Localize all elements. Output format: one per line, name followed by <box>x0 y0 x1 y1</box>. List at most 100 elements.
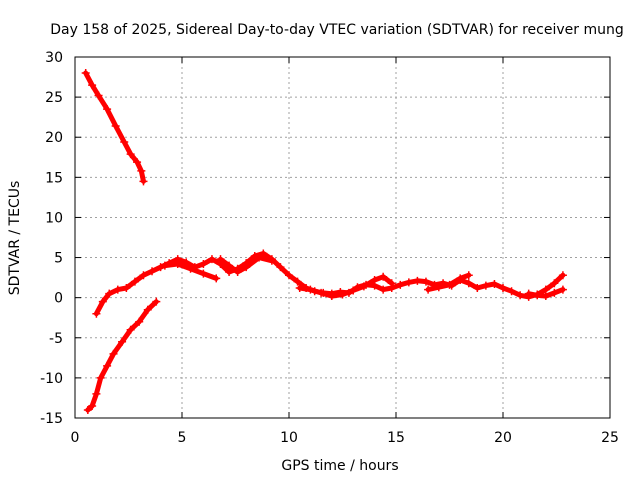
data-point <box>133 158 142 167</box>
data-point <box>317 288 326 297</box>
data-point <box>473 284 482 293</box>
data-point <box>359 282 368 291</box>
series-track-branch-a <box>160 259 221 283</box>
data-point <box>490 280 499 289</box>
data-point <box>558 271 567 280</box>
data-point <box>456 274 465 283</box>
x-tick-label: 5 <box>178 430 187 446</box>
data-point <box>160 261 169 270</box>
data-point <box>225 261 234 270</box>
data-point <box>285 271 293 280</box>
y-tick-label: 20 <box>45 130 63 146</box>
data-point <box>137 166 146 175</box>
x-tick-label: 0 <box>71 430 80 446</box>
data-point <box>550 288 559 297</box>
data-point <box>421 277 430 286</box>
data-point <box>216 255 225 264</box>
x-axis-label: GPS time / hours <box>281 458 398 474</box>
data-point <box>434 283 443 292</box>
y-tick-label: -10 <box>40 371 63 387</box>
data-point <box>306 285 315 294</box>
data-point <box>212 274 221 283</box>
data-point <box>113 285 122 294</box>
data-point <box>88 81 97 90</box>
data-point <box>524 289 533 298</box>
data-point <box>379 285 388 294</box>
data-point <box>267 256 276 265</box>
data-point <box>338 290 347 299</box>
data-point <box>464 271 473 280</box>
y-tick-label: -5 <box>49 331 63 347</box>
data-point <box>148 267 157 276</box>
data-point <box>349 286 358 295</box>
data-point <box>83 405 92 414</box>
data-point <box>396 280 405 289</box>
data-point <box>295 284 304 293</box>
data-point <box>507 287 516 296</box>
data-point <box>139 177 148 186</box>
y-tick-label: 30 <box>45 50 63 66</box>
data-point <box>88 401 97 410</box>
data-point <box>516 291 525 300</box>
data-point <box>96 373 105 382</box>
y-tick-label: 25 <box>45 90 63 106</box>
data-point <box>533 291 542 300</box>
x-tick-label: 20 <box>494 430 512 446</box>
data-point <box>464 279 473 288</box>
data-point <box>327 292 336 301</box>
series-track-ascending-low <box>83 297 161 414</box>
data-point <box>499 284 507 293</box>
data-point <box>207 255 216 264</box>
data-point <box>135 317 144 326</box>
data-point <box>81 69 90 78</box>
data-point <box>126 325 135 334</box>
data-point <box>122 284 131 293</box>
y-axis-label: SDTVAR / TECUs <box>7 181 23 296</box>
data-point <box>404 278 413 287</box>
x-tick-label: 25 <box>601 430 619 446</box>
data-point <box>370 276 379 285</box>
data-point <box>255 253 264 262</box>
data-point <box>103 105 112 114</box>
chart-title: Day 158 of 2025, Sidereal Day-to-day VTE… <box>50 22 624 38</box>
data-point <box>293 277 302 286</box>
data-point <box>152 297 161 306</box>
data-point <box>105 289 114 298</box>
series-track-branch-d <box>424 271 473 294</box>
data-point <box>481 281 490 290</box>
y-tick-label: 10 <box>45 210 63 226</box>
data-point <box>98 297 107 306</box>
data-point <box>120 138 129 147</box>
data-point <box>242 263 251 272</box>
x-tick-label: 10 <box>280 430 298 446</box>
data-point <box>387 279 396 288</box>
data-point <box>118 337 127 346</box>
data-point <box>94 91 103 100</box>
data-point <box>126 150 135 159</box>
data-point <box>424 285 433 294</box>
data-point <box>445 280 454 289</box>
data-points <box>81 69 567 414</box>
series-trace <box>297 274 395 299</box>
y-tick-label: -15 <box>40 411 63 427</box>
data-point <box>413 276 422 285</box>
data-point <box>92 309 101 318</box>
series-track-descending-high <box>81 69 148 186</box>
series-track-branch-b <box>216 253 276 276</box>
plot-frame <box>74 56 611 419</box>
series-trace <box>83 70 146 184</box>
data-point <box>558 285 567 294</box>
data-point <box>233 267 242 276</box>
data-point <box>139 271 148 280</box>
data-point <box>103 361 112 370</box>
data-point <box>379 272 388 281</box>
data-point <box>541 292 550 301</box>
axis-ticks: 0 5 10 15 20 25 -15 -10 -5 0 5 10 15 20 25 30 <box>40 50 619 446</box>
series-track-branch-c <box>295 272 396 301</box>
series-track-branch-e <box>524 285 567 301</box>
data-point <box>186 264 195 273</box>
data-point <box>111 121 120 130</box>
data-point <box>130 277 139 286</box>
